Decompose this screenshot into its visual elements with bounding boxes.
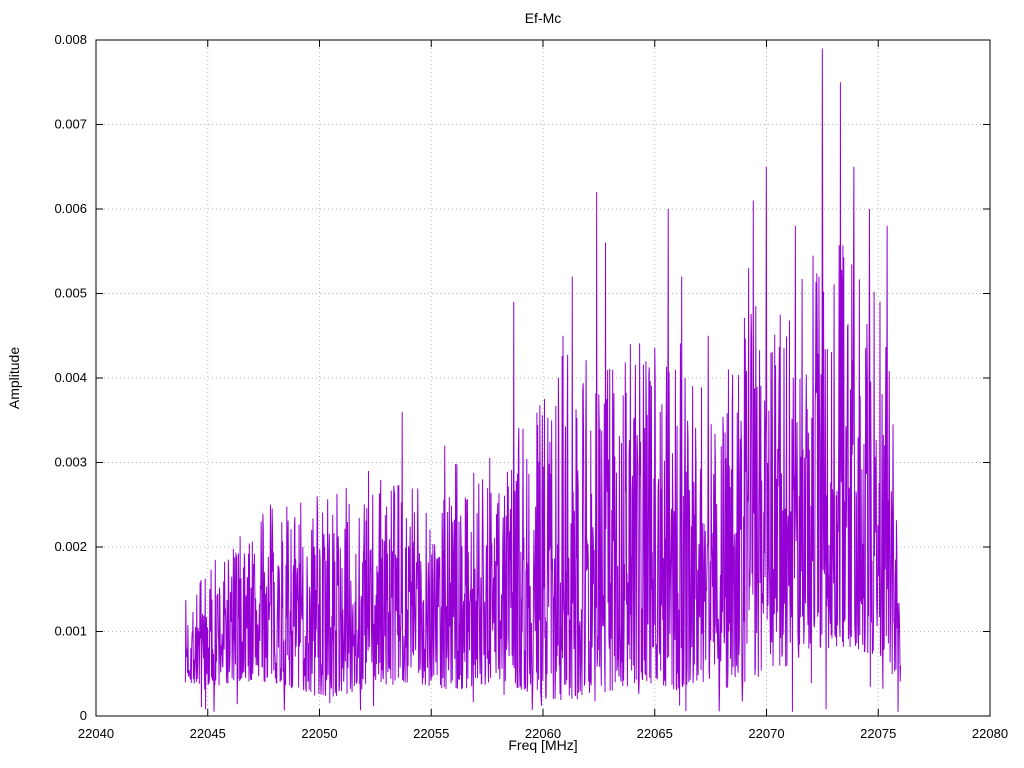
y-tick-label: 0.002 (54, 539, 87, 554)
y-tick-label: 0.003 (54, 455, 87, 470)
x-tick-label: 22055 (413, 726, 449, 741)
x-tick-label: 22065 (637, 726, 673, 741)
x-tick-label: 22080 (972, 726, 1008, 741)
x-tick-label: 22040 (78, 726, 114, 741)
x-tick-label: 22045 (190, 726, 226, 741)
y-tick-label: 0.005 (54, 286, 87, 301)
x-tick-label: 22075 (860, 726, 896, 741)
y-tick-label: 0.008 (54, 32, 87, 47)
x-tick-label: 22050 (301, 726, 337, 741)
x-tick-label: 22070 (748, 726, 784, 741)
y-tick-label: 0.007 (54, 117, 87, 132)
y-tick-label: 0.001 (54, 624, 87, 639)
chart-title: Ef-Mc (524, 10, 562, 26)
y-tick-label: 0.004 (54, 370, 87, 385)
series-line (184, 48, 902, 712)
x-axis-label: Freq [MHz] (508, 737, 578, 753)
y-tick-label: 0.006 (54, 201, 87, 216)
x-tick-labels: 22040 22045 22050 22055 22060 22065 22070 22075… (78, 726, 1008, 741)
y-tick-label: 0 (80, 708, 87, 723)
x-tick-label: 22060 (525, 726, 561, 741)
y-tick-labels: 0 0.001 0.002 0.003 0.004 0.005 0.006 0.007 0.00… (54, 32, 87, 723)
tick-marks (95, 39, 991, 717)
